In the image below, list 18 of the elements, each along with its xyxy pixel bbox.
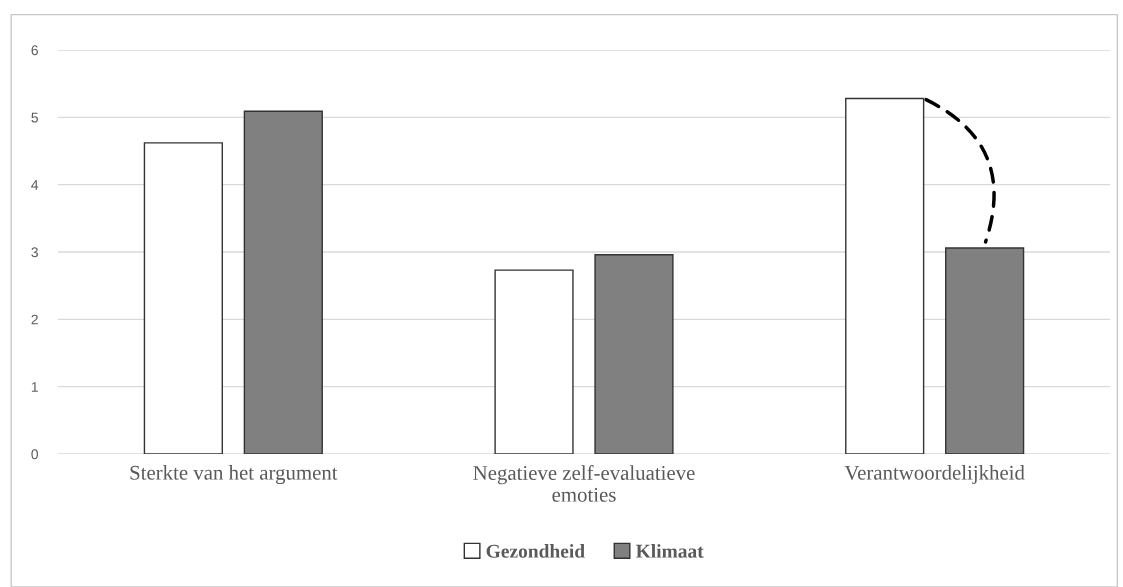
y-tick-label: 2 bbox=[31, 314, 38, 325]
bar bbox=[494, 269, 574, 454]
x-tick-label: Verantwoordelijkheid bbox=[844, 465, 1025, 484]
x-tick-label: Negatieve zelf-evaluatieve emoties bbox=[473, 465, 695, 502]
bar bbox=[945, 247, 1025, 454]
y-tick-label: 3 bbox=[31, 247, 38, 258]
legend-label: Gezondheid bbox=[486, 544, 585, 558]
x-tick-label: Sterkte van het argument bbox=[130, 465, 338, 485]
y-tick-label: 6 bbox=[31, 45, 38, 56]
y-tick-label: 0 bbox=[31, 449, 39, 460]
bar bbox=[243, 110, 323, 454]
bar bbox=[845, 97, 925, 454]
y-tick-label: 5 bbox=[31, 112, 38, 123]
bar bbox=[143, 142, 223, 454]
y-tick-label: 4 bbox=[31, 180, 39, 190]
bar bbox=[594, 253, 674, 454]
y-tick-label: 1 bbox=[31, 382, 38, 392]
legend-label: Klimaat bbox=[635, 544, 704, 558]
